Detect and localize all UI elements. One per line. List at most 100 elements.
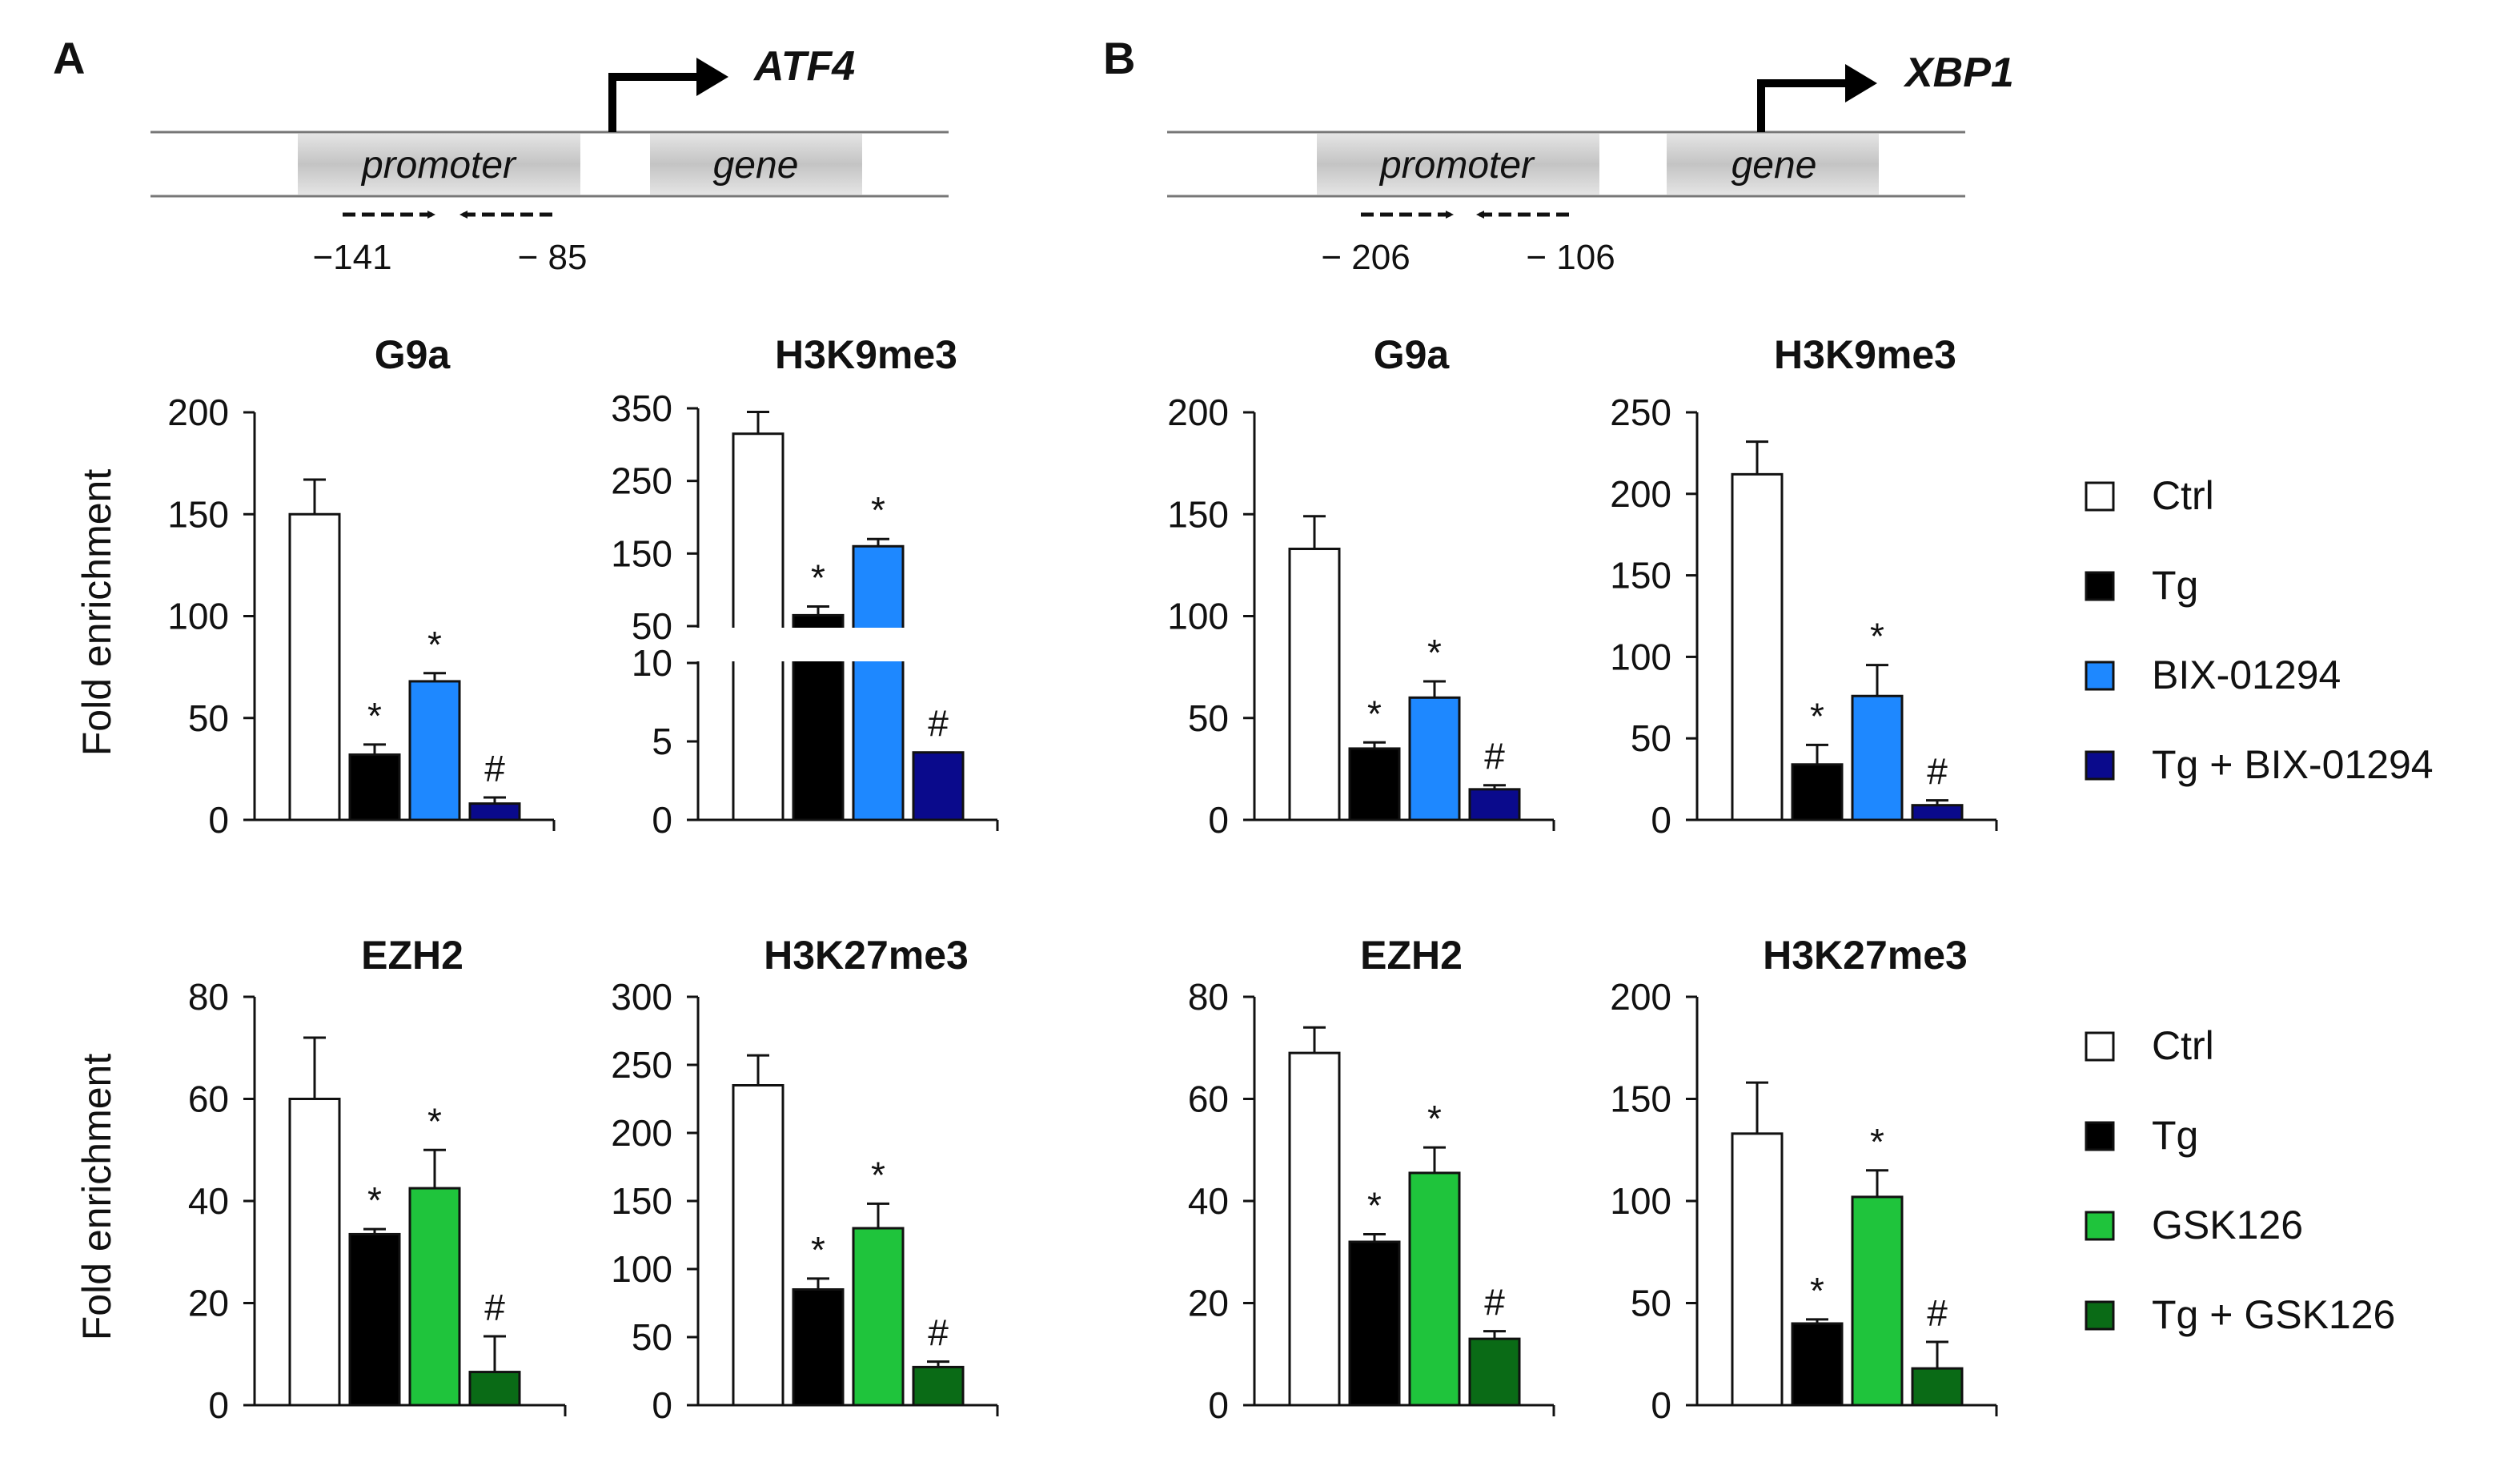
legend-gsk: Ctrl Tg GSK126 Tg + GSK126 [2085, 1023, 2395, 1337]
y-tick-label: 20 [1188, 1283, 1229, 1324]
significance-label: * [1367, 693, 1382, 734]
y-tick-label: 50 [1631, 1283, 1671, 1324]
significance-label: # [1927, 751, 1948, 793]
bar [1348, 747, 1401, 821]
primer-left-label-b: − 206 [1321, 238, 1410, 277]
gene-label-b: gene [1731, 144, 1817, 187]
legend-swatch [2085, 1121, 2115, 1151]
significance-label: * [1367, 1184, 1382, 1226]
ylabel-top: Fold enrichment [74, 469, 119, 757]
bar [468, 1371, 521, 1407]
legend-swatch [2085, 1031, 2115, 1062]
chart-b-h3k27me3: H3K27me3 0 50 100 150 200 * * # [1610, 933, 1998, 1426]
bar [1851, 694, 1904, 821]
bar [1731, 472, 1784, 821]
y-tick-label: 60 [188, 1078, 229, 1120]
gene-label-a: gene [713, 144, 799, 187]
significance-label: * [1427, 632, 1442, 673]
legend-swatch [2085, 661, 2115, 691]
bar [732, 1084, 784, 1407]
legend-swatch [2085, 571, 2115, 601]
bar [1731, 1132, 1784, 1407]
significance-label: * [367, 1179, 382, 1221]
y-tick-label: 80 [188, 976, 229, 1018]
y-tick-label: 50 [632, 1316, 672, 1358]
bar [912, 1365, 965, 1407]
legend-label: GSK126 [2152, 1203, 2303, 1247]
y-tick-label: 350 [611, 388, 672, 429]
bar [1911, 1367, 1964, 1407]
bar [1791, 763, 1844, 821]
panel-letter-a: A [53, 33, 85, 83]
bar [852, 544, 905, 821]
bar [288, 512, 341, 821]
y-tick-label: 200 [611, 1112, 672, 1154]
chart-b-g9a: G9a 0 50 100 150 200 * * # [1167, 332, 1555, 841]
significance-label: * [427, 1100, 442, 1142]
bar [1851, 1195, 1904, 1407]
tss-arrow-a [608, 73, 700, 132]
chart-a-ezh2: EZH2 0 20 40 60 80 * * # [188, 933, 567, 1426]
bar [1348, 1240, 1401, 1407]
y-tick-label: 50 [1631, 717, 1671, 759]
y-tick-label: 150 [1610, 555, 1671, 596]
bar [1468, 788, 1521, 821]
significance-label: * [871, 1154, 885, 1195]
promoter-box-a [298, 134, 580, 195]
significance-label: * [1810, 1270, 1824, 1311]
y-tick-label: 100 [611, 1248, 672, 1290]
significance-label: * [1810, 695, 1824, 737]
significance-label: * [1870, 1121, 1884, 1163]
bar [348, 753, 401, 821]
significance-label: * [1427, 1098, 1442, 1139]
significance-label: # [1927, 1292, 1948, 1334]
primer-right-label-a: − 85 [518, 238, 588, 277]
y-tick-label: 300 [611, 976, 672, 1018]
significance-label: # [928, 1312, 949, 1354]
y-tick-label: 60 [1188, 1078, 1229, 1120]
y-tick-label: 50 [1188, 697, 1229, 739]
primer-left-label-a: −141 [312, 238, 391, 277]
significance-label: # [484, 1287, 505, 1328]
bar [288, 1098, 341, 1407]
significance-label: * [811, 557, 825, 599]
legend-label: BIX-01294 [2152, 653, 2341, 697]
y-tick-label: 40 [1188, 1180, 1229, 1222]
y-tick-label: 0 [1208, 1384, 1229, 1426]
bar [912, 751, 965, 821]
chart-b-h3k9me3: H3K9me3 0 50 100 150 200 250 * * # [1610, 332, 1998, 841]
y-tick-label: 200 [1610, 473, 1671, 515]
y-tick-label: 10 [632, 642, 672, 684]
y-tick-label: 40 [188, 1180, 229, 1222]
y-tick-label: 150 [611, 532, 672, 574]
y-tick-label: 50 [632, 605, 672, 647]
legend-swatch [2085, 1211, 2115, 1241]
legend-swatch [2085, 1300, 2115, 1331]
y-tick-label: 250 [1610, 392, 1671, 433]
bar [1408, 696, 1461, 821]
bar [468, 802, 521, 821]
promoter-box-b [1317, 134, 1599, 195]
significance-label: * [1870, 616, 1884, 657]
gene-name-b: XBP1 [1903, 50, 2014, 96]
y-tick-label: 150 [1167, 493, 1229, 535]
significance-label: * [811, 1229, 825, 1271]
y-tick-label: 150 [167, 493, 229, 535]
bar [348, 1232, 401, 1407]
significance-label: * [367, 695, 382, 737]
y-tick-label: 200 [167, 392, 229, 433]
ylabel-bottom: Fold enrichment [74, 1054, 119, 1341]
promoter-label-b: promoter [1378, 144, 1535, 187]
y-tick-label: 0 [1208, 799, 1229, 841]
chart-title: H3K9me3 [775, 332, 957, 377]
chart-title: H3K9me3 [1774, 332, 1956, 377]
y-tick-label: 0 [652, 1384, 672, 1426]
bar [1911, 804, 1964, 821]
schematic-b: B promoter gene XBP1 − 206 − 106 [1103, 33, 2014, 277]
y-tick-label: 0 [208, 1384, 229, 1426]
significance-label: # [1484, 1282, 1505, 1323]
y-tick-label: 0 [208, 799, 229, 841]
significance-label: * [427, 624, 442, 665]
